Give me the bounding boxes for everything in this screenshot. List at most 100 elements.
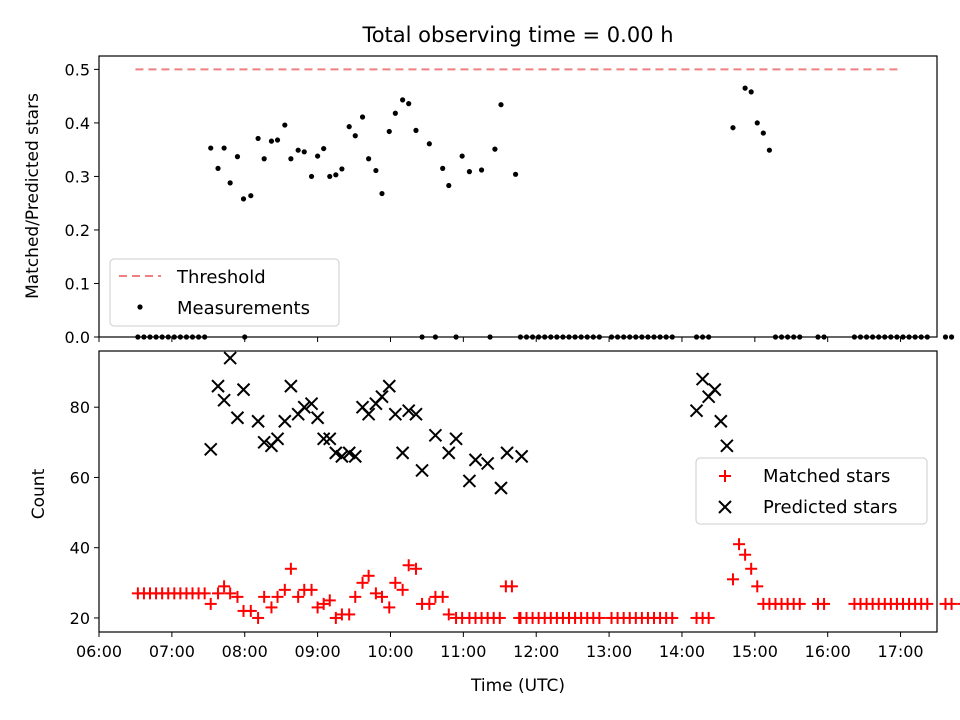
measurement-point — [651, 334, 657, 340]
measurement-point — [248, 193, 254, 199]
predicted-star-point — [361, 407, 376, 421]
measurement-point — [386, 128, 392, 135]
matched-star-point — [945, 597, 958, 610]
x-axis-label: Time (UTC) — [470, 676, 565, 696]
measurement-point — [614, 334, 621, 340]
matched-star-point — [278, 583, 291, 596]
measurement-point — [466, 169, 473, 175]
measurement-point — [208, 145, 214, 151]
matched-star-point — [396, 583, 409, 596]
bottom-y-axis-label: Count — [29, 468, 49, 519]
matched-star-point — [436, 590, 449, 603]
measurement-point — [255, 135, 261, 142]
measurement-point — [791, 334, 797, 340]
predicted-star-point — [695, 372, 710, 386]
matched-star-point — [793, 597, 806, 610]
top-y-tick-label: 0.1 — [65, 274, 90, 293]
x-tick-label: 17:00 — [878, 642, 924, 661]
bottom-legend-box — [695, 457, 928, 525]
measurement-point — [572, 334, 578, 340]
measurement-point — [234, 154, 241, 160]
measurement-point — [760, 130, 766, 136]
matched-star-point — [311, 601, 324, 614]
top-y-tick-label: 0.0 — [65, 328, 90, 347]
measurements-points — [135, 85, 955, 340]
top-y-tick-label: 0.5 — [65, 60, 90, 79]
measurement-point — [321, 145, 327, 152]
matched-star-point — [745, 562, 758, 575]
predicted-star-point — [342, 446, 356, 460]
measurement-point — [261, 156, 267, 162]
measurement-point — [900, 334, 906, 340]
matched-star-point — [362, 569, 375, 582]
predicted-star-point — [297, 400, 311, 414]
measurement-point — [766, 147, 773, 153]
predicted-star-point — [323, 432, 337, 446]
measurement-point — [706, 334, 712, 340]
measurement-point — [590, 334, 596, 340]
measurement-point — [359, 114, 366, 120]
x-tick-label: 06:00 — [76, 642, 122, 661]
measurement-point — [288, 156, 294, 162]
predicted-star-point — [720, 439, 734, 453]
measurement-point — [327, 173, 333, 180]
measurement-point — [693, 334, 700, 340]
x-tick-label: 09:00 — [295, 642, 341, 661]
measurement-point — [171, 334, 177, 340]
measurement-point — [548, 334, 554, 340]
x-tick-label: 08:00 — [222, 642, 268, 661]
x-tick-label: 12:00 — [513, 642, 559, 661]
measurement-point — [459, 153, 465, 159]
measurement-point — [135, 334, 141, 340]
legend-measurements-label: Measurements — [177, 298, 310, 319]
predicted-star-point — [708, 382, 722, 397]
chart-title: Total observing time = 0.00 h — [361, 23, 673, 47]
measurement-point — [894, 334, 900, 340]
matched-star-point — [292, 590, 305, 603]
measurement-point — [785, 334, 791, 340]
predicted-star-point — [442, 446, 456, 460]
predicted-stars-points — [204, 351, 734, 495]
x-tick-label: 10:00 — [367, 642, 413, 661]
measurement-point — [333, 172, 339, 178]
measurement-point — [240, 196, 247, 202]
measurement-point — [876, 334, 882, 340]
measurement-point — [392, 110, 398, 116]
measurement-point — [202, 334, 208, 340]
measurement-point — [195, 334, 202, 340]
measurement-point — [821, 334, 827, 340]
measurement-point — [857, 334, 864, 340]
predicted-star-point — [236, 382, 251, 397]
measurement-point — [584, 334, 590, 340]
predicted-star-point — [316, 432, 331, 446]
matched-star-point — [389, 576, 402, 589]
matched-star-point — [423, 597, 436, 610]
predicted-star-point — [714, 414, 728, 428]
matched-star-point — [409, 562, 422, 575]
measurement-point — [918, 334, 924, 340]
measurement-point — [379, 190, 385, 197]
measurement-point — [645, 334, 651, 340]
measurement-point — [419, 334, 425, 340]
measurement-point — [189, 334, 196, 340]
predicted-star-point — [304, 396, 319, 411]
measurement-point — [413, 127, 419, 133]
matched-star-point — [402, 559, 415, 572]
top-panel: 0.0 0.1 0.2 0.3 0.4 0.5 Total observing time … — [23, 23, 955, 347]
matched-star-point — [593, 611, 606, 624]
measurement-point — [669, 334, 675, 340]
predicted-star-point — [494, 481, 508, 495]
predicted-star-point — [480, 456, 495, 471]
measurement-point — [282, 122, 288, 128]
measurement-point — [924, 334, 930, 340]
predicted-star-point — [415, 463, 429, 478]
measurement-point — [141, 334, 147, 340]
matched-star-point — [271, 590, 284, 603]
measurement-point — [754, 120, 760, 126]
matched-star-point — [218, 580, 231, 593]
predicted-star-point — [382, 379, 396, 393]
measurement-point — [295, 147, 301, 153]
measurement-point — [523, 334, 530, 340]
measurement-point — [778, 334, 785, 340]
